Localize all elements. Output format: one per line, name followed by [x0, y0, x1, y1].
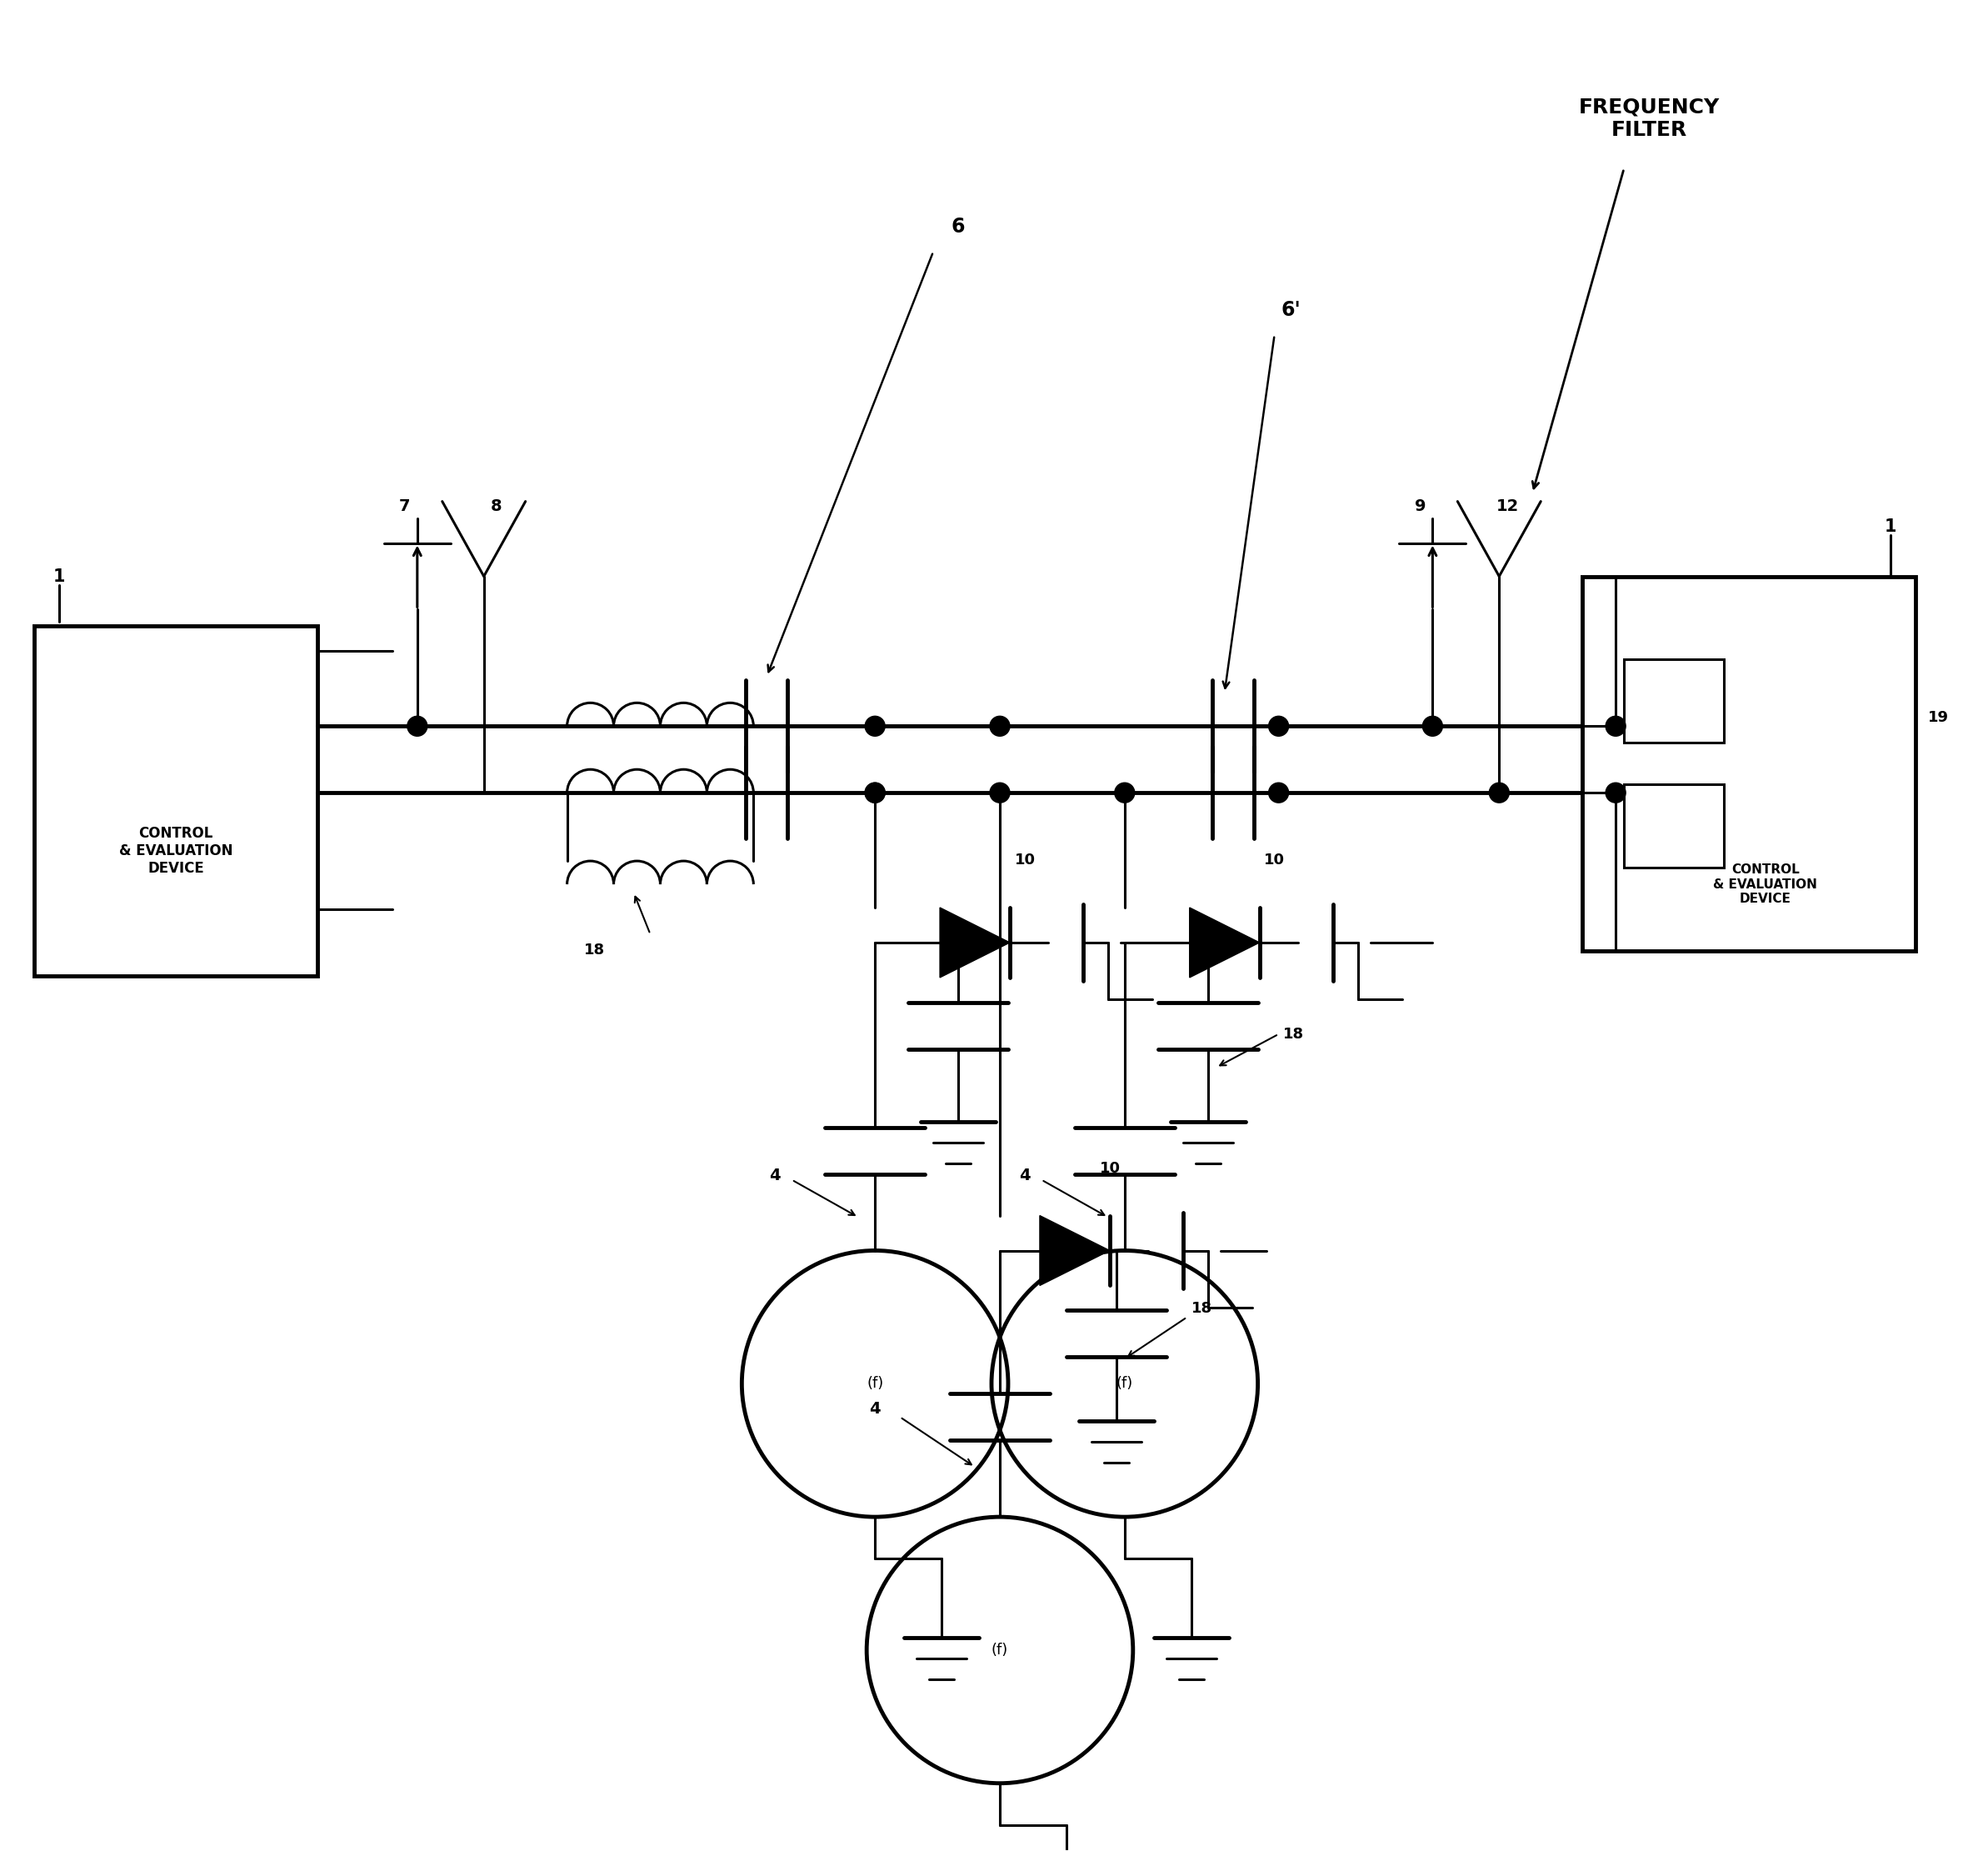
Text: 7: 7	[400, 498, 410, 515]
Circle shape	[1423, 716, 1443, 737]
Circle shape	[1606, 716, 1626, 737]
Text: 10: 10	[1264, 853, 1284, 868]
Text: 1: 1	[1885, 518, 1897, 535]
Circle shape	[990, 783, 1010, 803]
Circle shape	[990, 716, 1010, 737]
Circle shape	[1268, 716, 1288, 737]
Text: 10: 10	[1099, 1161, 1121, 1175]
Text: (f): (f)	[1115, 1375, 1133, 1392]
Circle shape	[865, 716, 885, 737]
Polygon shape	[940, 907, 1010, 977]
Text: 8: 8	[491, 498, 503, 515]
Text: 4: 4	[769, 1168, 781, 1183]
Circle shape	[1606, 783, 1626, 803]
Circle shape	[1115, 783, 1135, 803]
Circle shape	[865, 783, 885, 803]
Text: 6: 6	[952, 217, 964, 237]
Bar	[1582, 576, 1914, 951]
Text: 1: 1	[54, 568, 66, 585]
Polygon shape	[1189, 907, 1260, 977]
Text: 4: 4	[1020, 1168, 1030, 1183]
Text: 6': 6'	[1280, 300, 1300, 320]
Text: (f): (f)	[992, 1642, 1008, 1658]
Text: 19: 19	[1928, 711, 1948, 726]
Text: 18: 18	[584, 942, 604, 957]
Circle shape	[1268, 783, 1288, 803]
Text: 12: 12	[1497, 498, 1519, 515]
Circle shape	[1489, 783, 1509, 803]
Text: 9: 9	[1415, 498, 1425, 515]
Bar	[1624, 785, 1724, 868]
Circle shape	[408, 716, 427, 737]
Polygon shape	[1040, 1216, 1109, 1285]
Text: (f): (f)	[867, 1375, 883, 1392]
Text: 18: 18	[1191, 1301, 1213, 1316]
Text: CONTROL
& EVALUATION
DEVICE: CONTROL & EVALUATION DEVICE	[119, 826, 233, 876]
Bar	[1624, 659, 1724, 742]
Text: 18: 18	[1282, 1027, 1304, 1042]
Circle shape	[865, 783, 885, 803]
Text: 4: 4	[869, 1401, 881, 1416]
Text: FREQUENCY
FILTER: FREQUENCY FILTER	[1578, 96, 1720, 141]
Text: CONTROL
& EVALUATION
DEVICE: CONTROL & EVALUATION DEVICE	[1714, 864, 1817, 905]
Bar	[34, 626, 318, 975]
Text: 10: 10	[1014, 853, 1036, 868]
